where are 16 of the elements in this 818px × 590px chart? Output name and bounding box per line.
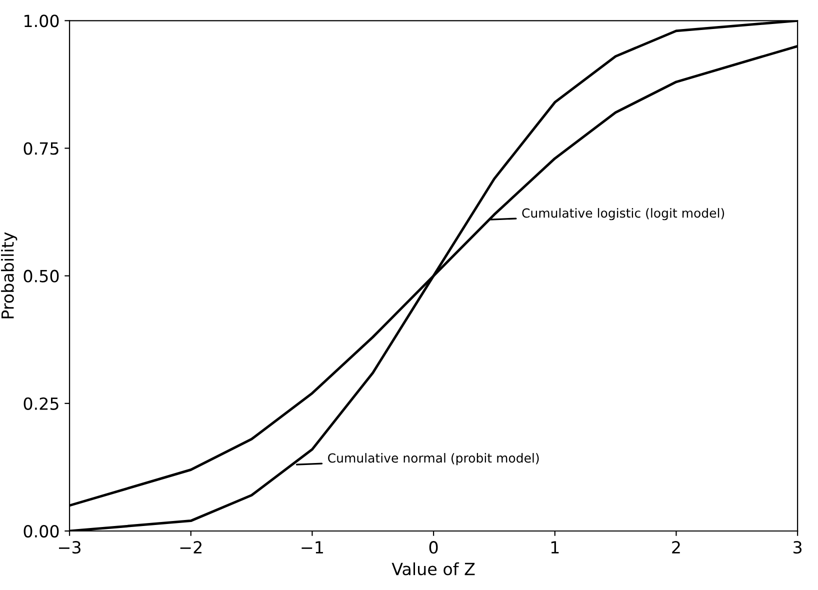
x-tick-label: 1 (551, 541, 559, 554)
y-tick-label: 0.75 (24, 142, 58, 155)
x-tick-label: −3 (59, 541, 80, 554)
x-tick-label: 0 (429, 541, 438, 554)
annotation: Cumulative logistic (logit model) (522, 208, 724, 220)
y-tick-label: 0.00 (24, 524, 59, 538)
y-tick-label: 0.25 (24, 397, 58, 410)
x-tick-label: 3 (794, 541, 802, 554)
x-tick-label: −2 (180, 541, 202, 554)
x-tick-label: 2 (672, 541, 680, 554)
x-tick-label: −1 (302, 541, 323, 554)
y-axis-title: Probability (1, 232, 18, 318)
y-tick-label: 1.00 (24, 14, 59, 28)
y-tick-label: 0.50 (24, 270, 59, 282)
annotation: Cumulative normal (probit model) (328, 453, 539, 466)
x-axis-title: Value of Z (392, 562, 475, 576)
